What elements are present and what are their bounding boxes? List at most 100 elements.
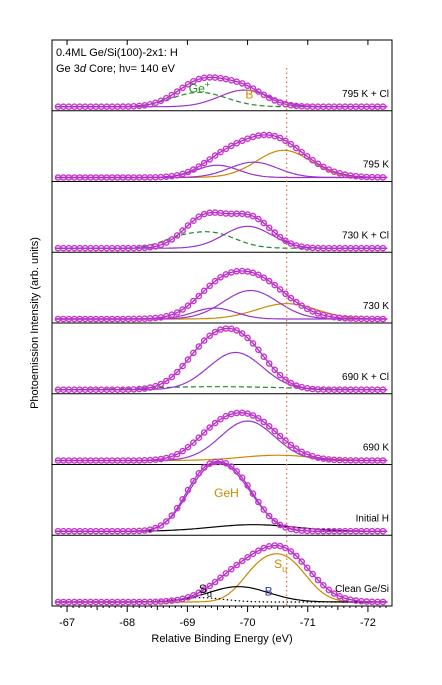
data-point [200, 337, 208, 344]
data-point [168, 373, 176, 381]
data-point [287, 379, 295, 387]
x-tick-layer: -67 -68 -69 -70 -71 -72 [59, 40, 387, 629]
data-point [162, 239, 170, 246]
data-point [379, 527, 387, 535]
data-point [244, 410, 251, 417]
data-point [233, 139, 240, 147]
data-point [292, 298, 300, 306]
data-point [222, 271, 230, 278]
panel-layer: 795 K + Cl Ge+ B' 795 K 730 K + Cl 730 K 690 K… [52, 74, 392, 607]
x-tick-label: -69 [179, 617, 195, 629]
data-point [379, 457, 387, 464]
component-sd [55, 597, 388, 603]
data-point [206, 460, 213, 468]
data-point [265, 512, 273, 520]
data-point [227, 463, 235, 470]
component-annotation: GeH [214, 486, 239, 500]
data-point [190, 217, 197, 224]
panel-label: Clean Ge/Si [335, 584, 389, 595]
x-tick-label: -72 [360, 617, 376, 629]
data-point [303, 152, 311, 160]
data-point [190, 349, 197, 357]
data-point [233, 467, 240, 475]
header-line-2-italic: d [80, 63, 87, 75]
data-point [190, 477, 197, 485]
data-point [271, 97, 279, 104]
data-point [249, 340, 257, 347]
data-point [168, 91, 176, 99]
data-point [179, 84, 186, 92]
data-point [233, 561, 240, 569]
component-annotation: Sd [199, 582, 212, 599]
data-point [276, 542, 284, 550]
data-point [206, 282, 213, 290]
data-point [168, 512, 176, 519]
data-point [287, 240, 295, 247]
data-point [238, 474, 246, 482]
data-point [217, 574, 224, 582]
data-point [190, 297, 197, 305]
component-b- [55, 225, 388, 249]
data-point [238, 80, 246, 87]
data-point [379, 386, 387, 394]
data-point [217, 148, 224, 156]
data-point [184, 302, 192, 310]
data-point [287, 548, 295, 555]
data-point [282, 544, 289, 552]
data-point [265, 422, 273, 430]
data-point [298, 448, 306, 456]
data-point [298, 148, 306, 156]
data-point [179, 447, 186, 455]
data-point [184, 222, 192, 229]
data-point [271, 281, 279, 289]
data-point [173, 88, 181, 95]
data-point [276, 233, 284, 241]
data-point [157, 241, 165, 249]
data-point [200, 586, 208, 593]
data-point [206, 424, 213, 431]
data-point [303, 450, 311, 458]
data-point [162, 518, 170, 525]
data-point [162, 377, 170, 385]
data-point [314, 576, 322, 584]
panel-label: 730 K + Cl [342, 230, 389, 241]
fit-envelope [55, 211, 388, 249]
data-point [379, 315, 387, 323]
data-point [227, 142, 235, 150]
x-axis-label: Relative Binding Energy (eV) [151, 633, 292, 645]
component-annotation: Su [274, 557, 287, 574]
panel-0: 795 K + Cl Ge+ B' [52, 74, 392, 112]
panel-2: 730 K + Cl [52, 209, 392, 253]
data-point [255, 88, 262, 95]
data-point [179, 362, 186, 370]
data-point [255, 547, 262, 555]
fit-envelope [55, 76, 388, 108]
data-point [276, 286, 284, 293]
data-point [309, 308, 316, 315]
data-point [168, 311, 176, 319]
data-point [255, 414, 262, 422]
data-point [379, 103, 387, 110]
data-point [200, 159, 208, 167]
panel-4: 690 K + Cl [52, 325, 392, 395]
data-point [260, 219, 268, 227]
x-tick-label: -70 [240, 617, 256, 629]
data-point [184, 168, 192, 176]
data-point [309, 570, 316, 578]
component-annotation: B' [245, 87, 255, 101]
data-point [162, 454, 170, 462]
data-point [238, 557, 246, 565]
data-point [271, 517, 279, 525]
data-point [265, 360, 273, 367]
data-point [265, 277, 273, 285]
data-point [233, 327, 240, 334]
data-point [195, 469, 203, 477]
panel-label: 690 K [363, 443, 389, 454]
data-point [179, 495, 186, 503]
header-line-1: 0.4ML Ge/Si(100)-2x1: H [56, 47, 178, 59]
data-point [190, 78, 197, 85]
data-point [195, 434, 203, 442]
data-point [184, 594, 192, 601]
x-tick-label: -67 [59, 617, 75, 629]
